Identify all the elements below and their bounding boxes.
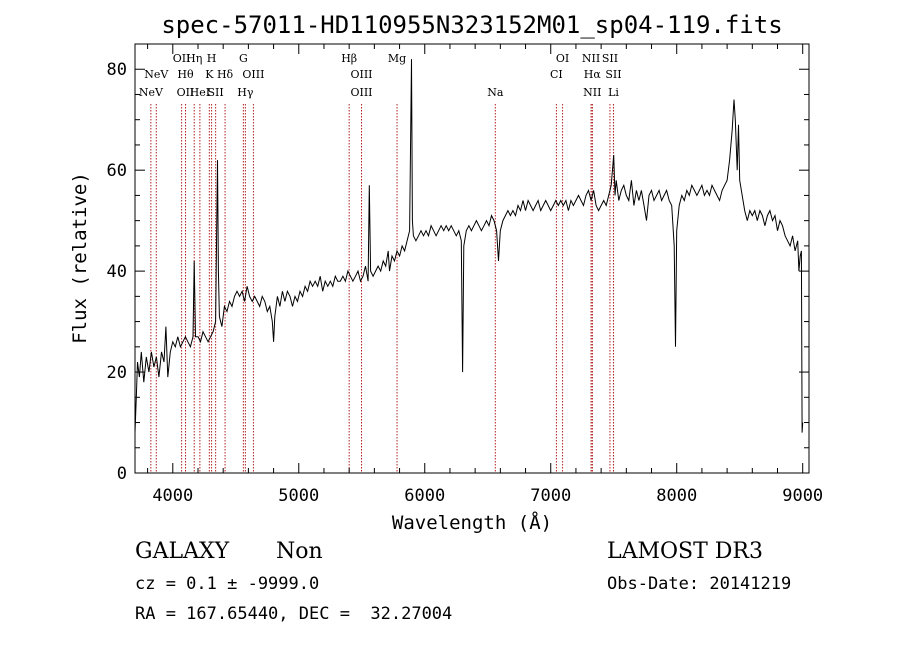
x-tick-label-4: 8000	[656, 486, 697, 506]
plot-frame	[134, 43, 810, 474]
emission-line-label-19: CI	[550, 68, 563, 81]
y-tick-label-0: 0	[117, 464, 127, 484]
emission-line-label-6: HeI	[190, 86, 210, 99]
emission-line-label-24: SII	[602, 52, 618, 65]
y-axis-label: Flux (relative)	[69, 172, 91, 344]
emission-line-markers: NeVNeVOIIHθOIIHηHeIKHSIIHδGHγOIIIHβOIIIO…	[139, 52, 622, 473]
emission-line-label-9: SII	[208, 86, 224, 99]
series-layer	[134, 59, 804, 433]
y-tick-label-3: 60	[107, 161, 127, 181]
x-tick-label-5: 9000	[782, 486, 823, 506]
emission-line-label-7: K	[205, 68, 214, 81]
emission-line-label-25: SII	[605, 68, 621, 81]
subclass-label: Non	[276, 539, 323, 564]
emission-line-label-21: NII	[582, 52, 600, 65]
y-tick-label-1: 20	[107, 363, 127, 383]
emission-line-label-8: H	[207, 52, 217, 65]
emission-line-label-22: Hα	[584, 68, 602, 81]
chart-title: spec-57011-HD110955N323152M01_sp04-119.f…	[161, 11, 782, 39]
emission-line-label-18: Na	[487, 86, 504, 99]
emission-line-label-23: NII	[583, 86, 601, 99]
axes-layer: 4000 5000 6000 7000 8000 9000 0 20 40 60 80	[107, 44, 823, 506]
series-flux-line	[134, 59, 804, 433]
emission-line-label-14: Hβ	[341, 52, 357, 65]
emission-line-label-2: OII	[173, 52, 191, 65]
emission-line-label-12: Hγ	[237, 86, 254, 99]
emission-line-label-0: NeV	[139, 86, 164, 99]
emission-line-label-20: OI	[556, 52, 569, 65]
obs-date-text: Obs-Date: 20141219	[607, 574, 792, 594]
x-tick-label-2: 6000	[404, 486, 445, 506]
coordinates-text: RA = 167.65440, DEC = 32.27004	[135, 604, 453, 624]
emission-line-label-4: OII	[177, 86, 195, 99]
x-tick-label-3: 7000	[530, 486, 571, 506]
emission-line-label-13: OIII	[242, 68, 264, 81]
emission-line-label-26: Li	[608, 86, 619, 99]
x-tick-label-1: 5000	[278, 486, 319, 506]
y-tick-label-4: 80	[107, 60, 127, 80]
emission-line-label-10: Hδ	[217, 68, 234, 81]
y-tick-label-2: 40	[107, 262, 127, 282]
class-label: GALAXY	[135, 539, 230, 564]
survey-label: LAMOST DR3	[607, 539, 763, 564]
emission-line-label-11: G	[239, 52, 248, 65]
emission-line-label-3: Hθ	[177, 68, 194, 81]
emission-line-label-1: NeV	[144, 68, 169, 81]
redshift-text: cz = 0.1 ± -9999.0	[135, 574, 320, 594]
emission-line-label-5: Hη	[186, 52, 202, 65]
x-axis-label: Wavelength (Å)	[392, 511, 552, 534]
emission-line-label-16: OIII	[350, 86, 372, 99]
x-tick-label-0: 4000	[152, 486, 193, 506]
emission-line-label-15: OIII	[350, 68, 372, 81]
emission-line-label-17: Mg	[388, 52, 406, 65]
